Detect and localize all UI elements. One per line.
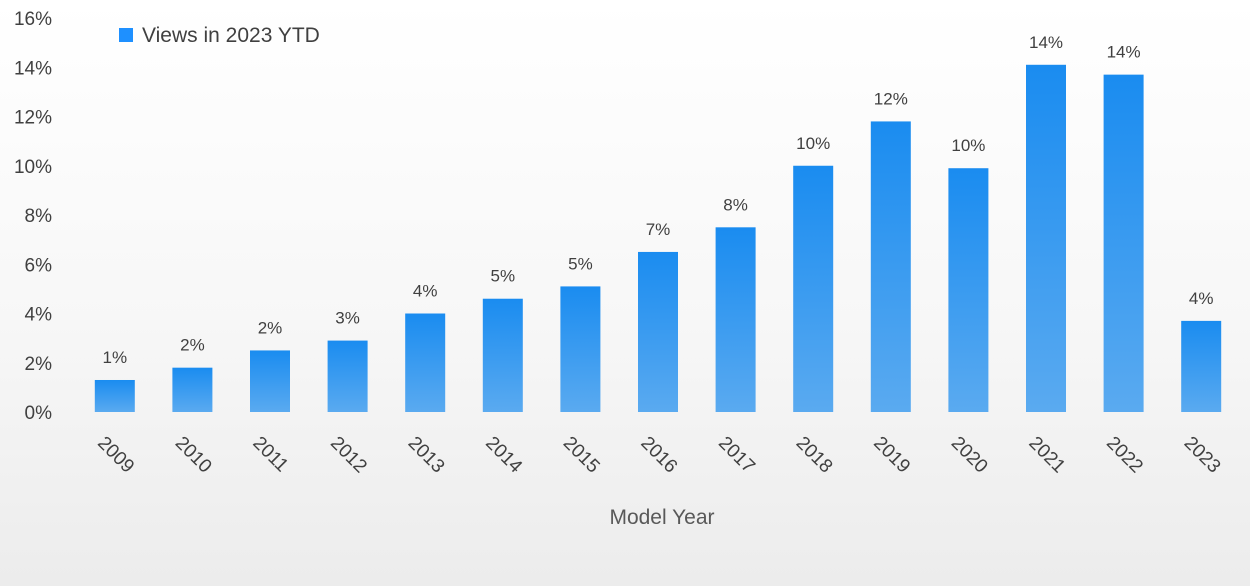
y-tick-label: 16% (14, 9, 52, 30)
legend: Views in 2023 YTD (119, 24, 320, 47)
x-tick-label: 2013 (404, 433, 449, 478)
bar (172, 367, 213, 412)
x-tick-label: 2023 (1180, 433, 1225, 478)
x-tick-label: 2014 (481, 433, 526, 478)
y-tick-label: 2% (25, 354, 53, 375)
x-tick-label: 2015 (559, 433, 604, 478)
bar (405, 313, 446, 412)
bar (1026, 64, 1066, 412)
bar (948, 168, 989, 412)
bar-series (94, 64, 1222, 413)
data-label: 10% (796, 134, 830, 153)
y-axis: 0% 2% 4% 6% 8% 10% 12% 14% 16% (14, 9, 52, 424)
x-tick-label: 2016 (636, 433, 681, 478)
y-tick-label: 0% (25, 403, 53, 424)
bar (560, 286, 601, 412)
data-label: 5% (568, 254, 593, 273)
bar (715, 227, 756, 412)
data-label: 7% (646, 220, 671, 239)
x-tick-label: 2021 (1024, 433, 1069, 478)
legend-swatch (119, 28, 133, 42)
x-tick-label: 2018 (792, 433, 837, 478)
bar (638, 251, 678, 412)
data-label: 8% (723, 195, 748, 214)
data-label: 2% (180, 336, 205, 355)
bar (94, 379, 135, 412)
x-tick-label: 2017 (714, 433, 759, 478)
x-tick-label: 2012 (326, 433, 371, 478)
y-tick-label: 8% (25, 206, 53, 227)
x-axis-title: Model Year (609, 506, 714, 529)
x-axis: 2009 2010 2011 2012 2013 2014 2015 2016 2017 2018… (93, 433, 1224, 478)
bar (250, 350, 290, 412)
x-tick-label: 2011 (248, 433, 292, 477)
x-tick-label: 2020 (947, 433, 992, 478)
y-tick-label: 14% (14, 58, 52, 79)
data-label: 14% (1029, 33, 1063, 52)
y-tick-label: 12% (14, 108, 52, 129)
bar (870, 121, 911, 413)
bar (793, 165, 834, 412)
data-label: 14% (1107, 43, 1141, 62)
data-label: 1% (103, 348, 128, 367)
y-tick-label: 10% (14, 157, 52, 178)
y-tick-label: 6% (25, 255, 53, 276)
data-label: 4% (1189, 289, 1214, 308)
data-label: 2% (258, 318, 283, 337)
data-label: 5% (491, 267, 516, 286)
x-tick-label: 2019 (869, 433, 914, 478)
legend-label: Views in 2023 YTD (142, 24, 320, 47)
data-label: 12% (874, 89, 908, 108)
bar (482, 298, 523, 412)
data-label: 3% (335, 309, 360, 328)
x-tick-label: 2010 (171, 433, 216, 478)
y-tick-label: 4% (25, 305, 53, 326)
bar (1103, 74, 1144, 412)
data-labels: 1% 2% 2% 3% 4% 5% 5% 7% 8% 10% 12% 10% 14% 14% 4% (103, 33, 1214, 367)
x-tick-label: 2022 (1102, 433, 1147, 478)
x-tick-label: 2009 (93, 433, 138, 478)
bar (327, 340, 368, 412)
bar (1181, 320, 1222, 412)
data-label: 4% (413, 282, 438, 301)
data-label: 10% (951, 136, 985, 155)
